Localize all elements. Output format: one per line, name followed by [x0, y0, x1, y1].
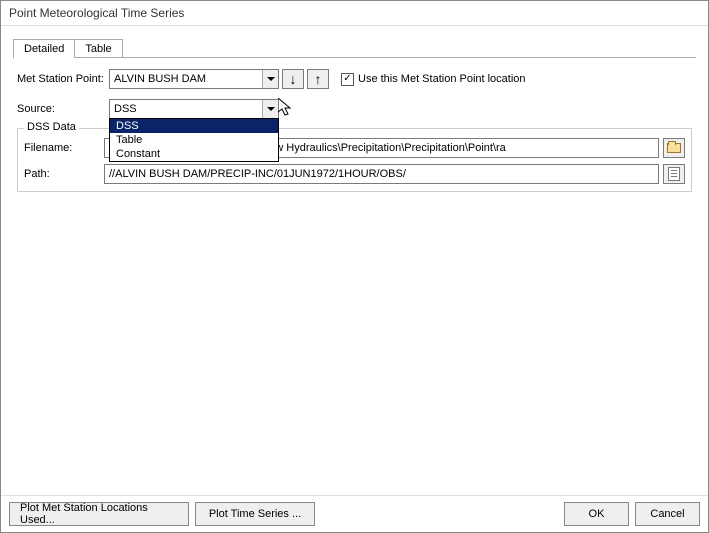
title-bar: Point Meteorological Time Series — [1, 1, 708, 25]
tab-strip: Detailed Table — [13, 36, 696, 58]
filename-browse-button[interactable] — [663, 138, 685, 158]
path-field[interactable]: //ALVIN BUSH DAM/PRECIP-INC/01JUN1972/1H… — [104, 164, 659, 184]
chevron-down-icon — [267, 107, 275, 111]
plot-locations-button[interactable]: Plot Met Station Locations Used... — [9, 502, 189, 526]
source-row: Source: DSS DSS Table Constant — [17, 98, 692, 120]
dialog-window: Point Meteorological Time Series Detaile… — [0, 0, 709, 533]
path-value: //ALVIN BUSH DAM/PRECIP-INC/01JUN1972/1H… — [109, 168, 406, 180]
cancel-label: Cancel — [650, 508, 684, 520]
ok-button[interactable]: OK — [564, 502, 629, 526]
plot-time-series-label: Plot Time Series ... — [209, 508, 301, 520]
plot-time-series-button[interactable]: Plot Time Series ... — [195, 502, 315, 526]
path-label: Path: — [24, 168, 104, 180]
folder-icon — [667, 143, 681, 153]
filename-label: Filename: — [24, 142, 104, 154]
button-bar: Plot Met Station Locations Used... Plot … — [1, 495, 708, 532]
use-location-label: Use this Met Station Point location — [358, 73, 526, 85]
use-location-checkbox[interactable]: ✓ Use this Met Station Point location — [341, 73, 526, 86]
source-combo[interactable]: DSS — [109, 99, 279, 119]
met-station-row: Met Station Point: ALVIN BUSH DAM ↓ ↑ ✓ … — [17, 68, 692, 90]
source-option-table[interactable]: Table — [110, 133, 278, 147]
dss-data-legend: DSS Data — [24, 121, 79, 133]
cancel-button[interactable]: Cancel — [635, 502, 700, 526]
source-combo-value: DSS — [110, 103, 262, 115]
source-option-constant[interactable]: Constant — [110, 147, 278, 161]
path-browse-button[interactable] — [663, 164, 685, 184]
document-icon — [668, 167, 680, 181]
tab-underline — [13, 57, 696, 58]
tab-detailed[interactable]: Detailed — [13, 39, 75, 58]
move-up-button[interactable]: ↑ — [307, 69, 329, 89]
move-down-button[interactable]: ↓ — [282, 69, 304, 89]
checkbox-box: ✓ — [341, 73, 354, 86]
source-combo-button[interactable] — [262, 100, 278, 118]
tab-detailed-label: Detailed — [24, 43, 64, 55]
ok-label: OK — [589, 508, 605, 520]
met-station-combo[interactable]: ALVIN BUSH DAM — [109, 69, 279, 89]
met-station-combo-value: ALVIN BUSH DAM — [110, 73, 262, 85]
form-area: Met Station Point: ALVIN BUSH DAM ↓ ↑ ✓ … — [13, 58, 696, 196]
arrow-down-icon: ↓ — [290, 72, 297, 86]
content-area: Detailed Table Met Station Point: ALVIN … — [1, 26, 708, 495]
tab-table-label: Table — [85, 43, 111, 55]
met-station-label: Met Station Point: — [17, 73, 109, 85]
source-option-dss[interactable]: DSS — [110, 119, 278, 133]
source-dropdown-list: DSS Table Constant — [109, 118, 279, 162]
path-row: Path: //ALVIN BUSH DAM/PRECIP-INC/01JUN1… — [24, 163, 685, 185]
mouse-cursor-icon — [278, 98, 296, 120]
chevron-down-icon — [267, 77, 275, 81]
tab-table[interactable]: Table — [74, 39, 122, 58]
window-title: Point Meteorological Time Series — [9, 6, 184, 20]
source-label: Source: — [17, 103, 109, 115]
arrow-up-icon: ↑ — [315, 72, 322, 86]
met-station-combo-button[interactable] — [262, 70, 278, 88]
plot-locations-label: Plot Met Station Locations Used... — [20, 502, 178, 526]
